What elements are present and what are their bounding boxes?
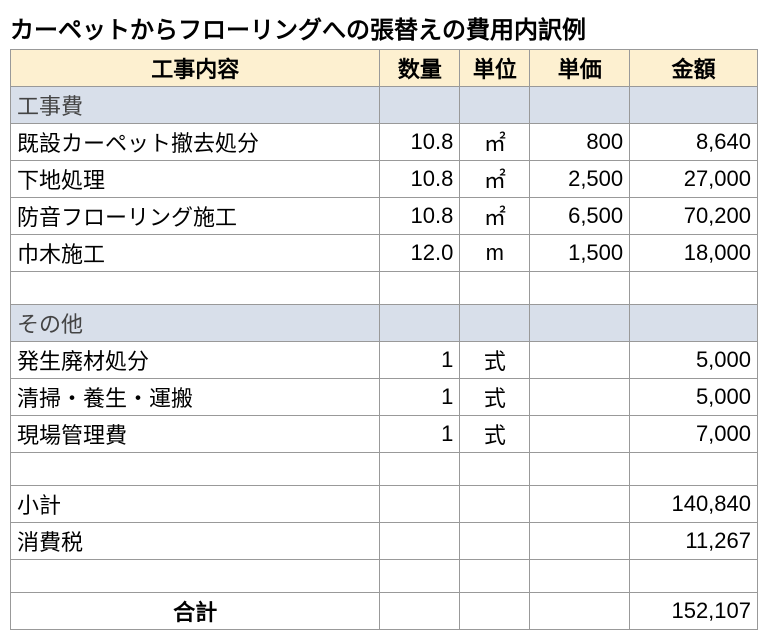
item-unit: m [460, 235, 530, 272]
item-price: 1,500 [530, 235, 630, 272]
section-row: その他 [11, 305, 758, 342]
section-label: その他 [11, 305, 380, 342]
total-row: 合計 152,107 [11, 593, 758, 630]
header-row: 工事内容 数量 単位 単価 金額 [11, 50, 758, 87]
item-amount: 7,000 [630, 416, 758, 453]
item-amount: 5,000 [630, 342, 758, 379]
item-price [530, 379, 630, 416]
item-qty: 1 [380, 379, 460, 416]
item-qty: 10.8 [380, 161, 460, 198]
section-label: 工事費 [11, 87, 380, 124]
item-name: 巾木施工 [11, 235, 380, 272]
item-name: 防音フローリング施工 [11, 198, 380, 235]
item-name: 清掃・養生・運搬 [11, 379, 380, 416]
header-qty: 数量 [380, 50, 460, 87]
table-row: 巾木施工 12.0 m 1,500 18,000 [11, 235, 758, 272]
item-name: 発生廃材処分 [11, 342, 380, 379]
header-amount: 金額 [630, 50, 758, 87]
item-price: 800 [530, 124, 630, 161]
table-row: 発生廃材処分 1 式 5,000 [11, 342, 758, 379]
item-price [530, 342, 630, 379]
item-unit: 式 [460, 342, 530, 379]
total-amount: 152,107 [630, 593, 758, 630]
item-qty: 10.8 [380, 198, 460, 235]
header-work: 工事内容 [11, 50, 380, 87]
item-amount: 8,640 [630, 124, 758, 161]
item-amount: 5,000 [630, 379, 758, 416]
cost-table: 工事内容 数量 単位 単価 金額 工事費 既設カーペット撤去処分 10.8 ㎡ … [10, 49, 758, 630]
item-unit: ㎡ [460, 124, 530, 161]
subtotal-row: 小計 140,840 [11, 486, 758, 523]
item-qty: 1 [380, 416, 460, 453]
item-name: 現場管理費 [11, 416, 380, 453]
item-name: 既設カーペット撤去処分 [11, 124, 380, 161]
item-amount: 70,200 [630, 198, 758, 235]
table-row: 清掃・養生・運搬 1 式 5,000 [11, 379, 758, 416]
tax-amount: 11,267 [630, 523, 758, 560]
table-row: 防音フローリング施工 10.8 ㎡ 6,500 70,200 [11, 198, 758, 235]
item-qty: 12.0 [380, 235, 460, 272]
table-title: カーペットからフローリングへの張替えの費用内訳例 [10, 10, 758, 45]
item-qty: 1 [380, 342, 460, 379]
subtotal-amount: 140,840 [630, 486, 758, 523]
total-label: 合計 [11, 593, 380, 630]
header-price: 単価 [530, 50, 630, 87]
item-amount: 18,000 [630, 235, 758, 272]
item-price: 2,500 [530, 161, 630, 198]
tax-row: 消費税 11,267 [11, 523, 758, 560]
item-qty: 10.8 [380, 124, 460, 161]
item-unit: 式 [460, 416, 530, 453]
item-unit: ㎡ [460, 161, 530, 198]
header-unit: 単位 [460, 50, 530, 87]
table-row: 現場管理費 1 式 7,000 [11, 416, 758, 453]
item-amount: 27,000 [630, 161, 758, 198]
item-name: 下地処理 [11, 161, 380, 198]
table-row: 既設カーペット撤去処分 10.8 ㎡ 800 8,640 [11, 124, 758, 161]
item-price [530, 416, 630, 453]
item-unit: ㎡ [460, 198, 530, 235]
section-row: 工事費 [11, 87, 758, 124]
item-price: 6,500 [530, 198, 630, 235]
empty-row [11, 560, 758, 593]
item-unit: 式 [460, 379, 530, 416]
subtotal-label: 小計 [11, 486, 380, 523]
empty-row [11, 453, 758, 486]
tax-label: 消費税 [11, 523, 380, 560]
empty-row [11, 272, 758, 305]
table-row: 下地処理 10.8 ㎡ 2,500 27,000 [11, 161, 758, 198]
